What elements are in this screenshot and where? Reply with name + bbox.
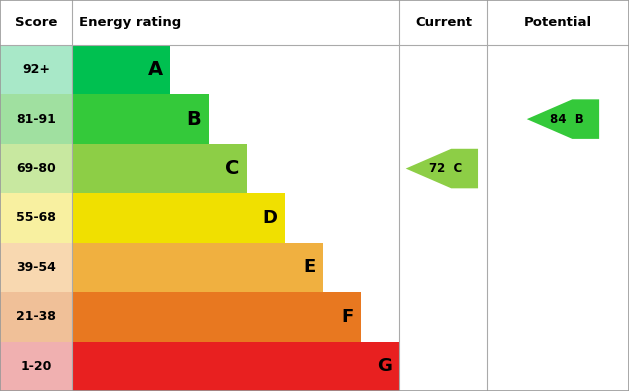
Text: 72  C: 72 C — [429, 162, 462, 175]
Text: 69-80: 69-80 — [16, 162, 56, 175]
Text: 39-54: 39-54 — [16, 261, 56, 274]
Bar — [0, 193, 72, 243]
Text: B: B — [186, 109, 201, 129]
Text: 92+: 92+ — [22, 63, 50, 76]
Text: D: D — [262, 209, 277, 227]
Bar — [72, 94, 209, 144]
Bar — [0, 144, 72, 193]
Text: 84  B: 84 B — [550, 113, 584, 126]
Text: 81-91: 81-91 — [16, 113, 56, 126]
Bar — [0, 94, 72, 144]
Text: 55-68: 55-68 — [16, 212, 56, 224]
Text: E: E — [303, 258, 316, 276]
Text: F: F — [342, 308, 353, 326]
Text: 21-38: 21-38 — [16, 310, 56, 323]
Bar — [0, 292, 72, 342]
Polygon shape — [526, 99, 599, 139]
Text: 1-20: 1-20 — [21, 360, 52, 373]
Polygon shape — [406, 149, 478, 188]
Text: Score: Score — [15, 16, 57, 29]
Bar — [0, 45, 72, 94]
Bar — [72, 144, 247, 193]
Bar — [0, 342, 72, 391]
Bar — [72, 243, 323, 292]
Text: C: C — [225, 159, 239, 178]
Bar — [0, 243, 72, 292]
Bar — [72, 292, 361, 342]
Text: Current: Current — [415, 16, 472, 29]
Bar — [72, 193, 285, 243]
Text: G: G — [377, 357, 392, 375]
Bar — [72, 342, 399, 391]
Text: Energy rating: Energy rating — [79, 16, 181, 29]
Text: A: A — [148, 60, 163, 79]
Text: Potential: Potential — [524, 16, 593, 29]
Bar — [72, 45, 170, 94]
